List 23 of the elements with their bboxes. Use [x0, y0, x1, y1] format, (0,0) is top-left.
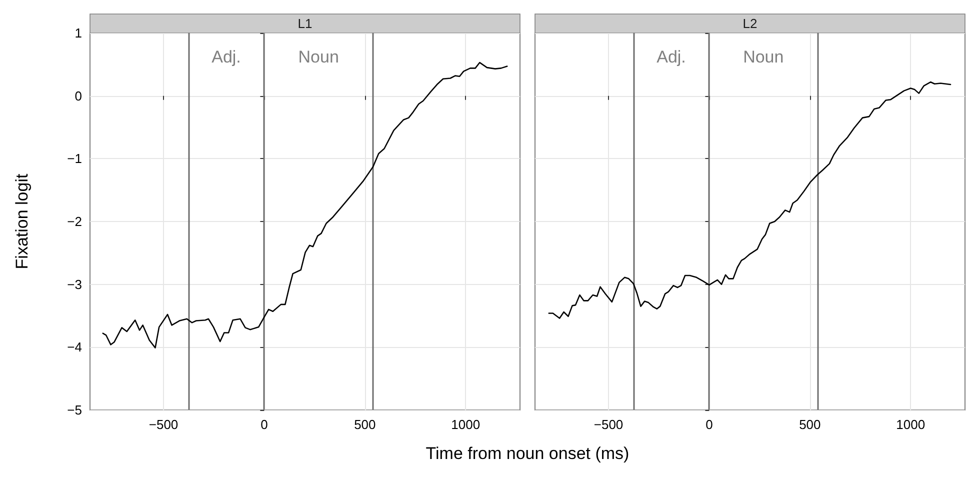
y-tick-label: −4 — [67, 340, 82, 355]
x-tick-label: 0 — [706, 417, 713, 432]
annotation: Adj. — [656, 48, 686, 66]
annotation: Noun — [743, 48, 784, 66]
x-axis-title: Time from noun onset (ms) — [424, 444, 630, 464]
annotation: Noun — [298, 48, 339, 66]
y-tick-label: −5 — [67, 402, 82, 418]
x-tick-label: 1000 — [451, 417, 480, 432]
chart-title: L2 — [742, 16, 758, 31]
x-tick-label: 0 — [260, 417, 268, 432]
y-tick-label: 1 — [74, 26, 82, 40]
y-tick-label: −3 — [67, 276, 82, 292]
x-tick-label: 1000 — [896, 417, 926, 432]
annotation: Adj. — [212, 48, 241, 66]
y-tick-label: 0 — [74, 88, 82, 104]
x-tick-label: 500 — [799, 417, 821, 432]
chart-title: L1 — [298, 16, 312, 31]
y-tick-label: −2 — [67, 214, 82, 229]
y-tick-label: −1 — [67, 151, 82, 166]
y-axis-title: Fixation logit — [12, 174, 32, 270]
x-tick-label: 500 — [354, 417, 376, 432]
x-tick-label: −500 — [148, 417, 178, 432]
x-tick-label: −500 — [594, 417, 624, 432]
